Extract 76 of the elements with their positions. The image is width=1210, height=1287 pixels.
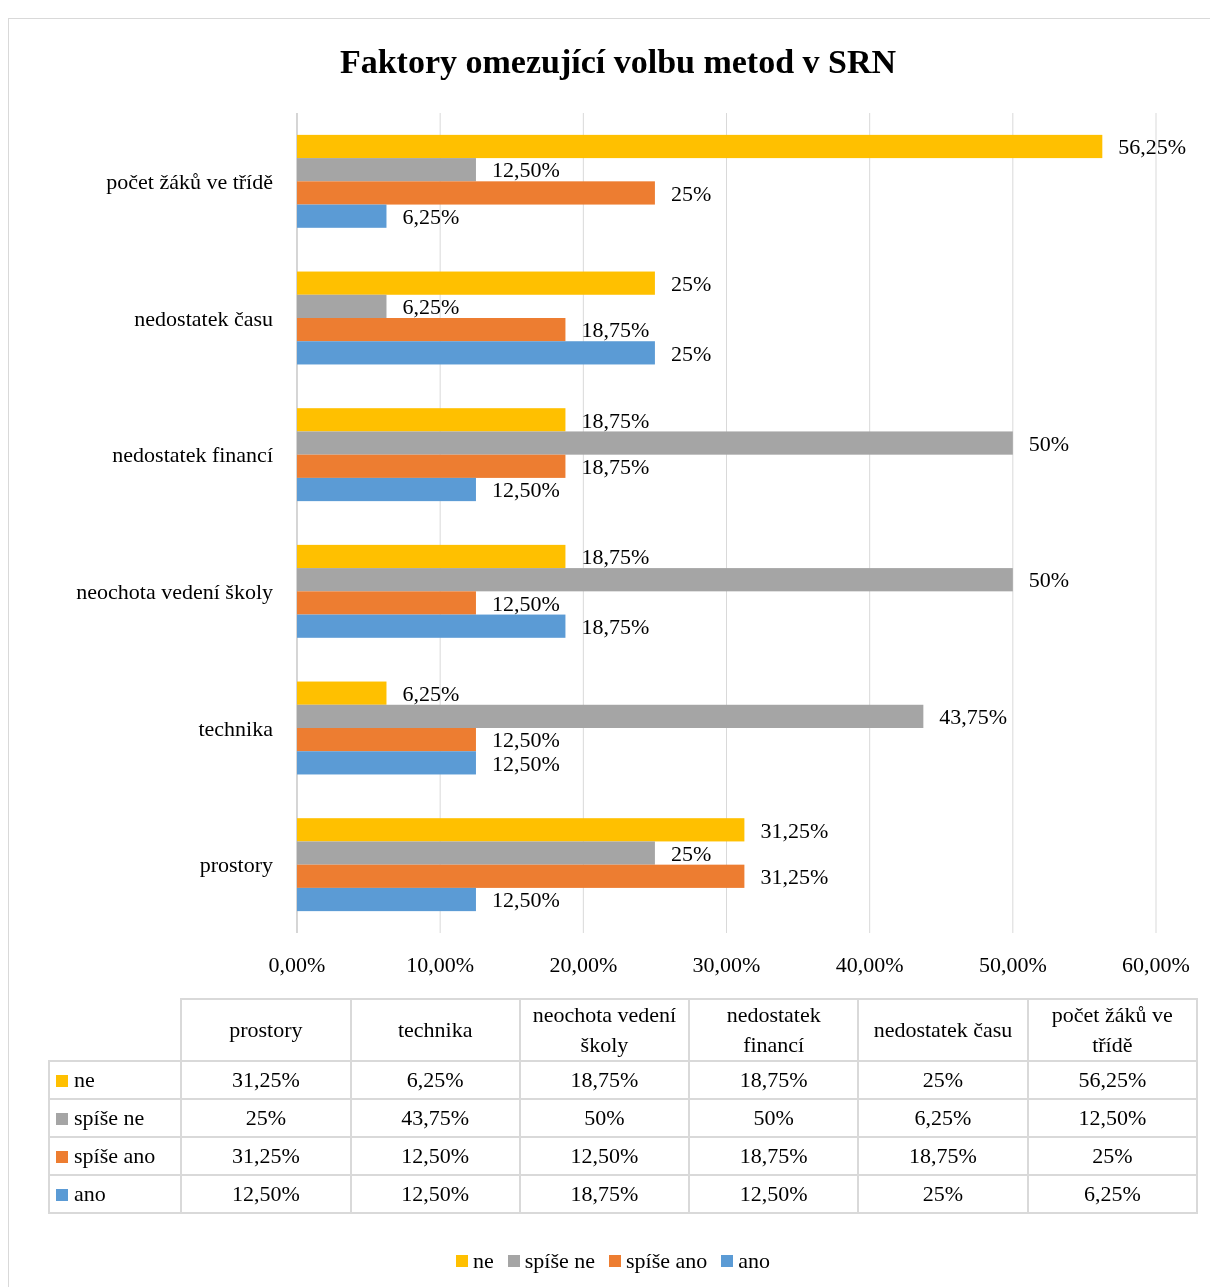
y-tick-label: neochota vedení školy	[76, 579, 273, 605]
text: 12,50%	[739, 1181, 808, 1206]
text: 50%	[753, 1105, 794, 1130]
text: 43,75%	[401, 1105, 470, 1130]
data-label: 25%	[670, 180, 712, 206]
data-label: 6,25%	[402, 203, 460, 229]
text: 18,75%	[909, 1143, 977, 1168]
data-label: 18,75%	[581, 453, 650, 479]
category-label: neochota vedení školy	[532, 1002, 677, 1057]
data-label: 18,75%	[581, 317, 650, 343]
data-label: 43,75%	[939, 704, 1008, 730]
y-tick-label: prostory	[199, 852, 273, 878]
category-label: technika	[397, 1017, 473, 1042]
text: 50%	[584, 1105, 625, 1130]
data-label: 12,50%	[491, 727, 560, 753]
data-label: 56,25%	[1118, 134, 1187, 160]
data-label: 6,25%	[402, 680, 460, 706]
data-label: 12,50%	[491, 157, 560, 183]
data-label: 25%	[670, 270, 712, 296]
legend-label: spíše ano	[49, 1137, 182, 1175]
chart-title: Faktory omezující volbu metod v SRN	[339, 43, 897, 80]
text: 25%	[922, 1181, 964, 1206]
text: 6,25%	[406, 1067, 464, 1092]
legend-label: ne	[49, 1061, 182, 1099]
data-label: 25%	[670, 840, 712, 866]
x-tick-label: 40,00%	[835, 951, 904, 977]
text: 31,25%	[231, 1067, 300, 1092]
data-label: 12,50%	[491, 887, 560, 913]
x-tick-label: 0,00%	[268, 951, 326, 977]
data-label: 18,75%	[581, 407, 650, 433]
data-label: 18,75%	[581, 544, 650, 570]
legend-label: ano	[49, 1175, 182, 1213]
text: 12,50%	[1078, 1105, 1147, 1130]
text: 12,50%	[401, 1143, 470, 1168]
data-label: 18,75%	[581, 613, 650, 639]
category-label: prostory	[229, 1017, 303, 1042]
x-tick-label: 30,00%	[692, 951, 761, 977]
text: spíše ano	[626, 1248, 708, 1273]
text: ano	[738, 1248, 771, 1273]
category-label: nedostatek financí	[726, 1002, 821, 1057]
data-label: 50%	[1028, 567, 1070, 593]
text: 31,25%	[231, 1143, 300, 1168]
text: 6,25%	[914, 1105, 972, 1130]
text: 12,50%	[570, 1143, 639, 1168]
y-tick-label: technika	[198, 715, 274, 741]
text: 56,25%	[1078, 1067, 1147, 1092]
y-tick-label: nedostatek času	[134, 305, 273, 331]
category-label: nedostatek času	[873, 1017, 1013, 1042]
text: spíše ne	[524, 1248, 595, 1273]
y-tick-label: nedostatek financí	[112, 442, 273, 468]
text: 18,75%	[739, 1067, 808, 1092]
text: ne	[472, 1248, 494, 1273]
text: 25%	[1092, 1143, 1133, 1168]
x-tick-label: 60,00%	[1122, 951, 1190, 977]
text: 12,50%	[231, 1181, 300, 1206]
legend-label: spíše ne	[49, 1099, 182, 1137]
text: 18,75%	[739, 1143, 808, 1168]
data-label: 31,25%	[760, 863, 829, 889]
data-label: 12,50%	[491, 477, 560, 503]
data-label: 12,50%	[491, 750, 560, 776]
data-label: 6,25%	[402, 294, 460, 320]
x-tick-label: 20,00%	[549, 951, 618, 977]
x-tick-label: 50,00%	[978, 951, 1047, 977]
text: 25%	[245, 1105, 287, 1130]
text: 18,75%	[570, 1067, 639, 1092]
data-label: 50%	[1028, 430, 1070, 456]
category-label: počet žáků ve třídě	[1051, 1002, 1173, 1057]
text: 6,25%	[1083, 1181, 1141, 1206]
data-label: 12,50%	[491, 590, 560, 616]
text: 12,50%	[401, 1181, 470, 1206]
y-tick-label: počet žáků ve třídě	[106, 169, 273, 195]
text: 25%	[922, 1067, 964, 1092]
data-label: 31,25%	[760, 817, 829, 843]
text: 18,75%	[570, 1181, 639, 1206]
x-tick-label: 10,00%	[406, 951, 475, 977]
data-label: 25%	[670, 340, 712, 366]
